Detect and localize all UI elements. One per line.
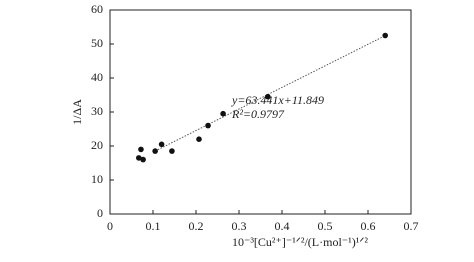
point xyxy=(136,155,142,161)
trend-equation: y=63.441x+11.849 xyxy=(231,93,324,107)
x-tick-label: 0.7 xyxy=(404,219,419,233)
point xyxy=(158,141,165,148)
x-tick-label: 0.5 xyxy=(318,219,333,233)
trend-line xyxy=(154,35,386,152)
x-tick-label: 0.3 xyxy=(232,219,247,233)
x-tick-label: 0.4 xyxy=(275,219,290,233)
y-tick-label: 50 xyxy=(91,36,103,50)
y-tick-label: 10 xyxy=(91,172,103,186)
point xyxy=(169,148,175,154)
point xyxy=(196,136,202,142)
point xyxy=(152,148,158,154)
y-tick-label: 0 xyxy=(97,206,103,220)
x-tick-label: 0 xyxy=(107,219,113,233)
x-tick-label: 0.6 xyxy=(361,219,376,233)
y-tick-label: 60 xyxy=(91,2,103,16)
trend-r2: R²=0.9797 xyxy=(231,107,285,121)
y-tick-label: 30 xyxy=(91,104,103,118)
x-axis-label: 10⁻³[Cu²⁺]⁻¹ᐟ²/(L·mol⁻¹)¹ᐟ² xyxy=(232,235,368,249)
point xyxy=(382,32,389,39)
point xyxy=(265,93,271,100)
y-tick-label: 20 xyxy=(91,138,103,152)
x-tick-label: 0.2 xyxy=(189,219,204,233)
point xyxy=(205,122,211,129)
x-tick-label: 0.1 xyxy=(146,219,161,233)
point xyxy=(138,146,144,153)
y-axis-label: 1/ΔA xyxy=(70,99,84,125)
point xyxy=(140,156,146,163)
y-tick-label: 40 xyxy=(91,70,103,84)
point xyxy=(220,110,226,117)
